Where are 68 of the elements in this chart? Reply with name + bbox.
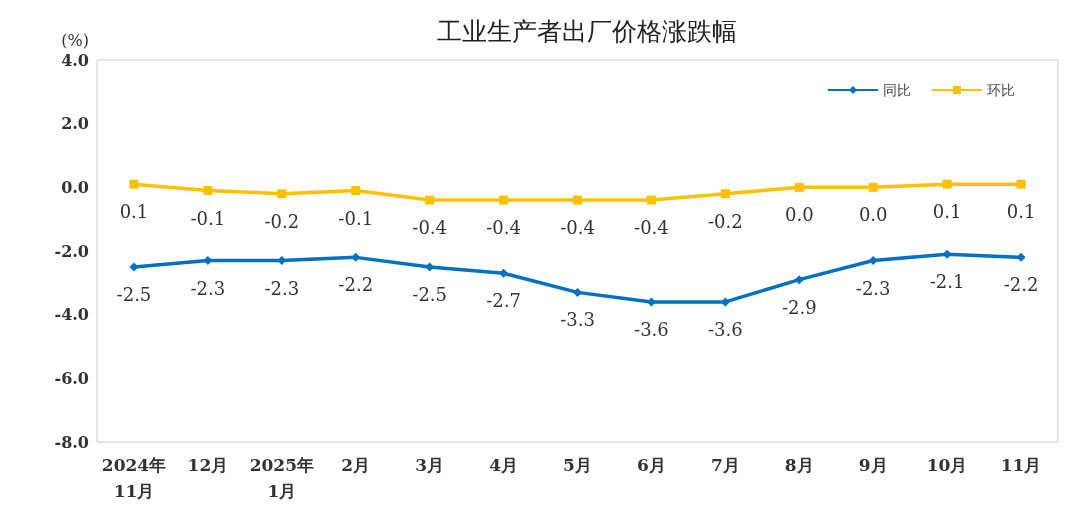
x-tick-label: 2024年 11月 bbox=[101, 455, 167, 501]
x-tick-label: 11月 bbox=[1000, 455, 1042, 475]
x-tick-label: 12月 bbox=[187, 455, 229, 475]
data-label: -0.2 bbox=[707, 210, 743, 232]
point bbox=[573, 287, 582, 297]
data-label: -0.4 bbox=[634, 217, 669, 239]
point bbox=[203, 186, 213, 196]
chart-title: 工业生产者出厂价格涨跌幅 bbox=[437, 17, 737, 46]
point bbox=[794, 275, 804, 285]
y-tick-label: 4.0 bbox=[61, 50, 89, 70]
point bbox=[425, 195, 435, 205]
y-tick-label: 2.0 bbox=[61, 114, 89, 134]
data-label: -0.2 bbox=[264, 210, 300, 232]
legend-label: 环比 bbox=[987, 82, 1015, 98]
data-label: -2.3 bbox=[264, 277, 300, 299]
data-label: 0.0 bbox=[858, 204, 888, 226]
data-label: -2.2 bbox=[338, 274, 374, 296]
x-tick-label: 5月 bbox=[563, 455, 592, 475]
data-label: -3.3 bbox=[560, 309, 595, 331]
data-label: -0.4 bbox=[412, 217, 448, 239]
data-label: 0.1 bbox=[1006, 201, 1036, 223]
point bbox=[277, 189, 287, 199]
point bbox=[499, 195, 509, 205]
point bbox=[351, 186, 361, 196]
data-label: 0.1 bbox=[932, 201, 962, 223]
data-label: -0.4 bbox=[560, 217, 595, 239]
y-tick-label: -6.0 bbox=[54, 368, 89, 388]
data-label: -2.5 bbox=[412, 283, 448, 305]
data-label: -0.4 bbox=[486, 217, 521, 239]
point bbox=[351, 252, 361, 262]
point bbox=[129, 262, 139, 272]
data-label: -2.5 bbox=[116, 283, 152, 305]
x-tick-label: 6月 bbox=[637, 455, 666, 475]
x-tick-label: 9月 bbox=[858, 455, 888, 475]
data-label: -2.2 bbox=[1003, 274, 1039, 296]
point bbox=[942, 179, 952, 189]
data-label: -3.6 bbox=[707, 318, 743, 340]
data-label: -3.6 bbox=[634, 318, 669, 340]
x-tick-label: 2025年 1月 bbox=[249, 455, 314, 501]
data-label: -2.9 bbox=[781, 296, 817, 318]
x-tick-label: 10月 bbox=[926, 455, 968, 475]
data-label: -2.3 bbox=[190, 277, 226, 299]
y-tick-label: -4.0 bbox=[54, 305, 89, 325]
x-tick-label: 4月 bbox=[489, 455, 518, 475]
data-label: -0.1 bbox=[190, 207, 226, 229]
x-tick-label: 8月 bbox=[784, 455, 814, 475]
x-tick-label: 2月 bbox=[341, 455, 371, 475]
point bbox=[573, 195, 582, 205]
y-tick-label: -2.0 bbox=[54, 241, 89, 261]
y-tick-label: 0.0 bbox=[61, 177, 89, 197]
y-tick-label: -8.0 bbox=[54, 432, 89, 452]
data-label: -2.7 bbox=[486, 290, 521, 312]
data-label: -2.1 bbox=[929, 271, 965, 293]
point bbox=[794, 182, 804, 192]
data-label: 0.0 bbox=[784, 204, 814, 226]
y-axis-title: (%) bbox=[61, 30, 89, 50]
point bbox=[1016, 179, 1026, 189]
point bbox=[646, 195, 656, 205]
x-tick-label: 7月 bbox=[710, 455, 740, 475]
data-label: 0.1 bbox=[119, 201, 149, 223]
point bbox=[720, 189, 730, 199]
point bbox=[129, 179, 139, 189]
x-tick-label: 3月 bbox=[415, 455, 445, 475]
point bbox=[499, 268, 509, 278]
legend-label: 同比 bbox=[883, 82, 911, 98]
point bbox=[868, 182, 878, 192]
data-label: -2.3 bbox=[855, 277, 891, 299]
data-label: -0.1 bbox=[338, 207, 374, 229]
